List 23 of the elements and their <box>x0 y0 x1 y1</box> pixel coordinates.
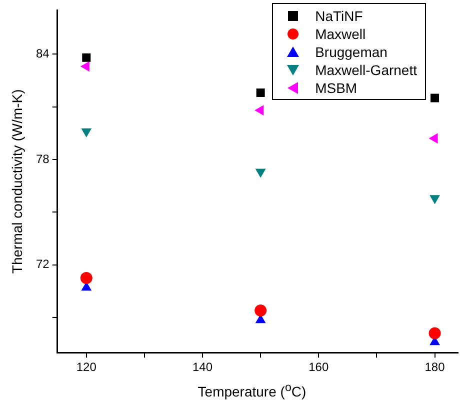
x-tick-label: 180 <box>424 360 446 374</box>
point <box>81 128 92 138</box>
legend-label: MSBM <box>315 80 358 96</box>
x-tick-label: 160 <box>308 360 329 374</box>
point <box>428 327 441 340</box>
point <box>82 53 91 62</box>
y-tick-label: 78 <box>36 152 50 166</box>
point <box>254 105 264 116</box>
x-tick-label: 120 <box>76 360 97 374</box>
y-tick-label: 72 <box>36 257 50 272</box>
point <box>428 133 438 144</box>
legend-label: Bruggeman <box>315 44 388 60</box>
x-tick-label: 140 <box>192 360 213 374</box>
point <box>256 88 265 97</box>
point <box>80 272 92 284</box>
y-tick-label: 84 <box>36 46 50 60</box>
y-axis-title: Thermal conductivity (W/m-K) <box>8 89 25 274</box>
legend-label: Maxwell <box>315 26 366 42</box>
x-axis-title: Temperature ($^{o}$C) <box>196 381 308 400</box>
legend-label: Maxwell-Garnett <box>315 62 417 78</box>
point <box>430 94 440 102</box>
point <box>254 304 267 316</box>
legend-label: NaTiNF <box>315 8 363 24</box>
